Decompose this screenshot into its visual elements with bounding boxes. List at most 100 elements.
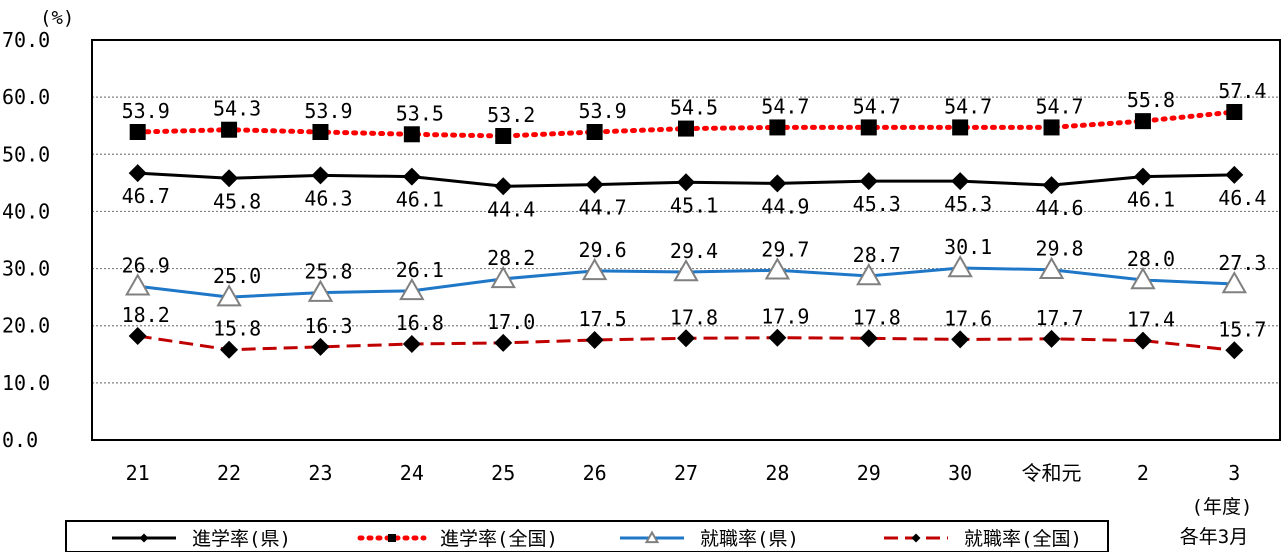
- data-labels: 46.7 45.8 46.3 46.1 44.4 44.7 45.1 44.9 45.3 45.3…: [122, 79, 1267, 341]
- data-point: [768, 174, 787, 193]
- data-label: 55.8: [1127, 88, 1175, 112]
- data-label: 17.8: [670, 305, 718, 329]
- y-tick-label: 0.0: [2, 428, 38, 452]
- data-label: 54.7: [853, 94, 901, 118]
- data-label: 54.7: [761, 94, 809, 118]
- x-tick-label: 23: [308, 461, 332, 485]
- data-label: 46.4: [1218, 186, 1266, 210]
- series-3: [124, 254, 1248, 307]
- data-label: 45.3: [944, 192, 992, 216]
- data-point: [859, 329, 878, 348]
- data-point: [490, 265, 516, 289]
- legend-entry-1: 進学率(県): [112, 528, 291, 550]
- data-point: [860, 119, 877, 136]
- data-point: [769, 119, 786, 136]
- data-label: 53.9: [579, 99, 627, 123]
- data-label: 53.5: [396, 101, 444, 125]
- data-point: [1043, 119, 1060, 136]
- data-point: [911, 533, 921, 543]
- data-point: [399, 277, 425, 301]
- data-point: [1042, 329, 1061, 348]
- x-tick-label: 令和元: [1022, 461, 1082, 485]
- data-point: [388, 534, 396, 542]
- data-label: 17.0: [487, 310, 535, 334]
- data-label: 17.8: [853, 305, 901, 329]
- x-tick-label: 2: [1137, 461, 1149, 485]
- x-tick-label: 27: [674, 461, 698, 485]
- data-point: [124, 273, 151, 296]
- data-point: [586, 124, 603, 140]
- data-label: 54.3: [213, 97, 261, 121]
- series-group: [124, 104, 1248, 360]
- data-label: 28.7: [853, 243, 901, 267]
- data-label: 44.6: [1035, 196, 1083, 220]
- data-point: [139, 533, 149, 543]
- data-label: 53.2: [487, 103, 535, 127]
- x-tick-label: 24: [400, 461, 424, 485]
- data-label: 16.8: [396, 311, 444, 335]
- x-tick-label: 30: [948, 461, 972, 485]
- series-4: [128, 327, 1244, 360]
- data-point: [768, 328, 787, 347]
- x-tick-label: 22: [217, 461, 241, 485]
- data-point: [947, 254, 973, 278]
- data-label: 54.7: [1035, 94, 1083, 118]
- series-1: [128, 164, 1244, 196]
- data-point: [311, 337, 330, 356]
- data-label: 26.1: [396, 258, 444, 282]
- data-point: [1225, 165, 1244, 184]
- data-label: 29.8: [1035, 237, 1083, 261]
- data-label: 46.3: [304, 186, 352, 210]
- data-point: [402, 167, 421, 186]
- data-point: [764, 257, 791, 280]
- data-point: [494, 333, 513, 352]
- data-label: 17.6: [944, 306, 992, 330]
- data-point: [495, 128, 512, 144]
- data-point: [494, 177, 513, 196]
- data-point: [1038, 256, 1065, 279]
- data-point: [952, 119, 969, 136]
- data-point: [581, 257, 608, 281]
- data-point: [220, 169, 239, 188]
- data-label: 29.7: [761, 237, 809, 261]
- data-point: [859, 172, 878, 191]
- data-label: 46.1: [396, 188, 444, 212]
- legend-entry-4: 就職率(全国): [884, 528, 1082, 550]
- data-point: [856, 262, 882, 286]
- x-tick-label: 21: [126, 461, 150, 485]
- legend-label: 就職率(全国): [964, 528, 1082, 550]
- data-point: [312, 124, 329, 140]
- legend-label: 進学率(全国): [440, 528, 558, 550]
- legend-label: 進学率(県): [192, 528, 291, 550]
- x-tick-label: 26: [583, 461, 607, 485]
- data-point: [644, 530, 660, 544]
- data-point: [1130, 266, 1156, 290]
- data-label: 28.2: [487, 246, 535, 270]
- data-point: [1133, 167, 1152, 186]
- data-label: 25.0: [213, 264, 261, 288]
- data-label: 17.4: [1127, 308, 1175, 332]
- y-axis-ticks: 0.0 10.0 20.0 30.0 40.0 50.0 60.0 70.0: [2, 28, 50, 452]
- y-tick-label: 50.0: [2, 142, 50, 166]
- data-label: 45.8: [213, 189, 261, 213]
- y-tick-label: 40.0: [2, 199, 50, 223]
- data-point: [951, 330, 970, 349]
- data-label: 44.7: [579, 196, 627, 220]
- data-point: [585, 331, 604, 349]
- data-label: 26.9: [122, 253, 170, 277]
- data-point: [1225, 341, 1244, 360]
- y-tick-label: 30.0: [2, 257, 50, 281]
- data-label: 29.4: [670, 239, 718, 263]
- data-label: 46.1: [1127, 188, 1175, 212]
- data-label: 45.1: [670, 193, 718, 217]
- legend-entry-2: 進学率(全国): [357, 528, 558, 550]
- x-tick-label: 28: [765, 461, 789, 485]
- y-tick-label: 70.0: [2, 28, 50, 52]
- data-label: 18.2: [122, 303, 170, 327]
- note-text: 各年3月: [1180, 526, 1248, 548]
- data-label: 17.9: [761, 305, 809, 329]
- data-label: 54.5: [670, 96, 718, 120]
- x-axis-ticks: 21 22 23 24 25 26 27 28 29 30 令和元 2 3: [126, 461, 1241, 485]
- data-point: [1134, 113, 1151, 130]
